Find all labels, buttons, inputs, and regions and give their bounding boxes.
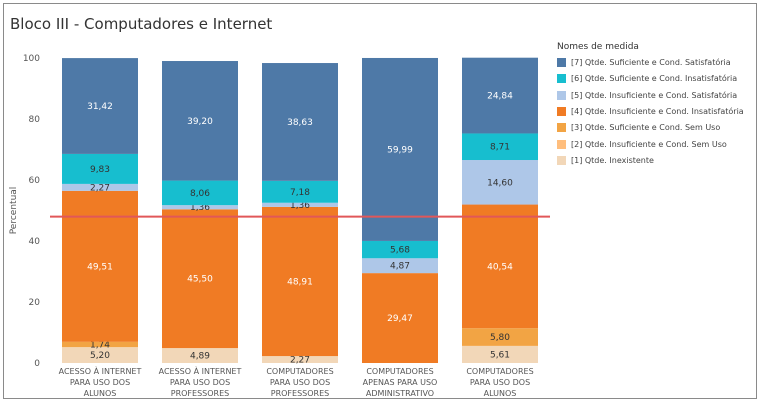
data-label: 5,80 [490,333,510,343]
y-tick-label: 80 [29,115,41,125]
chart-title: Bloco III - Computadores e Internet [10,15,273,33]
bar-segment [462,204,538,329]
x-tick-label: COMPUTADORES [466,367,533,376]
data-label: 38,63 [287,118,313,128]
bar-segment [62,153,138,184]
data-label: 5,20 [90,351,110,361]
data-label: 48,91 [287,277,313,287]
legend-title: Nomes de medida [557,42,639,52]
bar-segment [362,57,438,241]
data-label: 1,36 [190,203,210,213]
data-label: 2,27 [290,356,310,366]
x-tick-label: ACESSO À INTERNET [59,365,142,376]
bar-segment [62,347,138,363]
legend-label: [6] Qtde. Suficiente e Cond. Insatisfató… [571,74,738,84]
x-tick-label: PROFESSORES [171,389,229,398]
legend-label: [4] Qtde. Insuficiente e Cond. Insatisfa… [571,106,744,116]
legend-swatch [557,74,566,84]
bar-segment [162,209,238,349]
x-tick-label: ADMINISTRATIVO [366,389,434,398]
chart-frame [3,3,757,399]
x-tick-label: ALUNOS [84,389,117,398]
legend-swatch [557,58,566,67]
bar-segment [162,205,238,210]
data-label: 31,42 [87,102,113,112]
bar-segment [462,57,538,134]
x-tick-label: ACESSO À INTERNET [159,365,242,376]
legend-item[interactable]: [6] Qtde. Suficiente e Cond. Insatisfató… [557,74,737,86]
legend-label: [2] Qtde. Insuficiente e Cond. Sem Uso [571,139,727,149]
y-tick-label: 40 [29,237,41,247]
data-label: 5,68 [390,246,410,256]
bar-segment [262,63,338,181]
legend-label: [7] Qtde. Suficiente e Cond. Satisfatóri… [571,58,731,67]
y-axis-label: Percentual [9,187,19,235]
bar-segment [62,183,138,191]
x-tick-label: APENAS PARA USO [363,378,438,387]
bar-segment [62,341,138,348]
bar-segment [162,61,238,181]
data-label: 14,60 [487,178,513,188]
x-tick-label: PARA USO DOS [470,378,530,387]
y-tick-label: 20 [29,298,41,308]
legend-swatch [557,106,566,116]
x-tick-label: PARA USO DOS [270,378,330,387]
data-label: 5,61 [490,350,510,360]
legend-item[interactable]: [1] Qtde. Inexistente [557,155,654,168]
y-tick-label: 0 [34,359,40,369]
x-tick-label: COMPUTADORES [366,367,433,376]
legend-item[interactable]: [2] Qtde. Insuficiente e Cond. Sem Uso [557,139,727,152]
x-tick-label: PROFESSORES [271,389,329,398]
legend-item[interactable]: [5] Qtde. Insuficiente e Cond. Satisfató… [557,90,738,103]
bar-segment [262,180,338,203]
x-tick-label: ALUNOS [484,389,517,398]
x-tick-label: PARA USO DOS [70,378,130,387]
legend-item[interactable]: [3] Qtde. Suficiente e Cond. Sem Uso [557,123,720,135]
bar-segment [362,258,438,274]
x-tick-label: COMPUTADORES [266,367,333,376]
legend-swatch [557,123,566,133]
bar-segment [462,345,538,363]
bar-segment [462,328,538,346]
bar-segment [162,348,238,363]
data-label: 39,20 [187,117,213,127]
x-tick-label: PARA USO DOS [170,378,230,387]
data-label: 4,87 [390,262,410,272]
legend-swatch [557,155,566,165]
bar-segment [262,206,338,357]
bar-segment [362,240,438,259]
bar-segment [462,160,538,205]
legend-item[interactable]: [7] Qtde. Suficiente e Cond. Satisfatóri… [557,58,731,70]
legend-swatch [557,139,566,149]
y-tick-label: 60 [29,176,41,186]
data-label: 24,84 [487,92,513,102]
data-label: 40,54 [487,262,513,272]
legend-label: [3] Qtde. Suficiente e Cond. Sem Uso [571,123,721,133]
bar-segment [462,133,538,161]
data-label: 7,18 [290,188,310,198]
bar-segment [262,356,338,363]
data-label: 1,36 [290,201,310,211]
data-label: 29,47 [387,314,413,324]
data-label: 45,50 [187,275,213,285]
data-label: 9,83 [90,165,110,175]
bar-segment [262,202,338,207]
bar-segment [362,273,438,363]
legend-label: [1] Qtde. Inexistente [571,155,654,165]
legend-item[interactable]: [4] Qtde. Insuficiente e Cond. Insatisfa… [557,106,744,119]
data-label: 4,89 [190,352,210,362]
data-label: 59,99 [387,145,413,155]
legend-swatch [557,90,566,100]
bar-segment [162,180,238,206]
legend-label: [5] Qtde. Insuficiente e Cond. Satisfató… [571,90,738,100]
y-tick-label: 100 [23,54,40,64]
data-label: 2,27 [90,183,110,193]
bar-segment [62,58,138,154]
data-label: 1,74 [90,340,110,350]
data-label: 49,51 [87,262,113,272]
data-label: 8,71 [490,143,510,153]
data-label: 8,06 [190,189,210,199]
